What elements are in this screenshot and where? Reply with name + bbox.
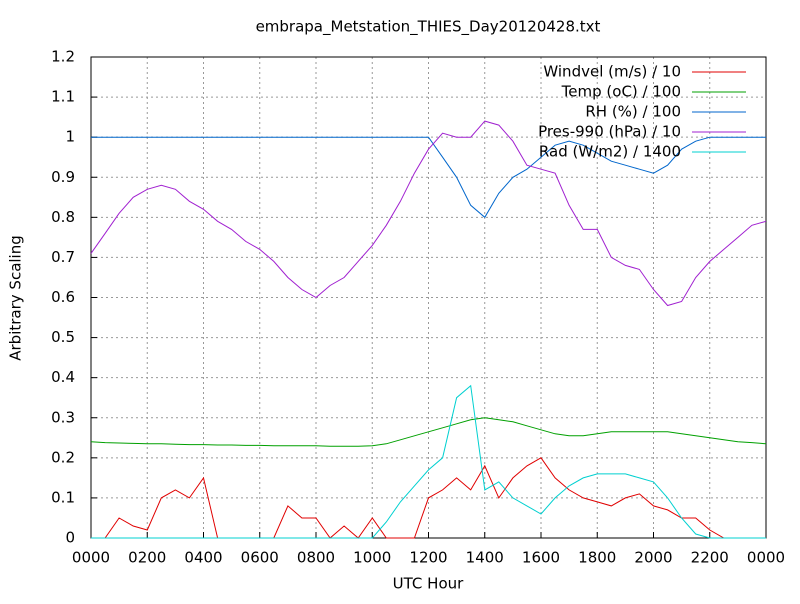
x-tick-label: 1000 bbox=[353, 549, 391, 567]
x-tick-label: 2200 bbox=[691, 549, 729, 567]
x-tick-label: 1400 bbox=[466, 549, 504, 567]
x-tick-label: 0600 bbox=[241, 549, 279, 567]
y-tick-label: 0.9 bbox=[51, 168, 75, 186]
y-tick-label: 0.4 bbox=[51, 368, 75, 386]
y-tick-label: 0 bbox=[65, 529, 75, 547]
series-line bbox=[91, 457, 766, 539]
legend-label: Temp (oC) / 100 bbox=[561, 83, 681, 101]
x-tick-label: 0200 bbox=[128, 549, 166, 567]
y-tick-label: 0.5 bbox=[51, 328, 75, 346]
x-tick-label: 1800 bbox=[578, 549, 616, 567]
legend-label: Rad (W/m2) / 1400 bbox=[539, 143, 681, 161]
legend-label: Windvel (m/s) / 10 bbox=[543, 63, 681, 81]
legend-label: RH (%) / 100 bbox=[585, 103, 681, 121]
x-tick-label: 0800 bbox=[297, 549, 335, 567]
series-line bbox=[90, 417, 767, 447]
y-axis-label: Arbitrary Scaling bbox=[7, 235, 25, 361]
y-tick-label: 0.8 bbox=[51, 208, 75, 226]
series-line bbox=[91, 136, 766, 219]
x-tick-label: 0400 bbox=[184, 549, 222, 567]
series-line bbox=[90, 120, 767, 307]
chart-title: embrapa_Metstation_THIES_Day20120428.txt bbox=[256, 18, 601, 37]
y-tick-label: 0.3 bbox=[51, 408, 75, 426]
y-tick-label: 1 bbox=[65, 128, 75, 146]
plot-border bbox=[90, 56, 767, 539]
x-tick-label: 1600 bbox=[522, 549, 560, 567]
x-tick-label: 1200 bbox=[409, 549, 447, 567]
y-tick-label: 0.1 bbox=[51, 488, 75, 506]
y-tick-label: 0.6 bbox=[51, 288, 75, 306]
y-tick-label: 0.7 bbox=[51, 248, 75, 266]
x-axis-label: UTC Hour bbox=[393, 575, 464, 593]
x-tick-label: 2000 bbox=[634, 549, 672, 567]
series-line bbox=[91, 384, 766, 539]
y-tick-label: 0.2 bbox=[51, 448, 75, 466]
y-tick-label: 1.1 bbox=[51, 88, 75, 106]
x-tick-label: 0000 bbox=[72, 549, 110, 567]
y-tick-label: 1.2 bbox=[51, 48, 75, 66]
x-tick-label: 0000 bbox=[747, 549, 785, 567]
legend-label: Pres-990 (hPa) / 10 bbox=[538, 123, 681, 141]
